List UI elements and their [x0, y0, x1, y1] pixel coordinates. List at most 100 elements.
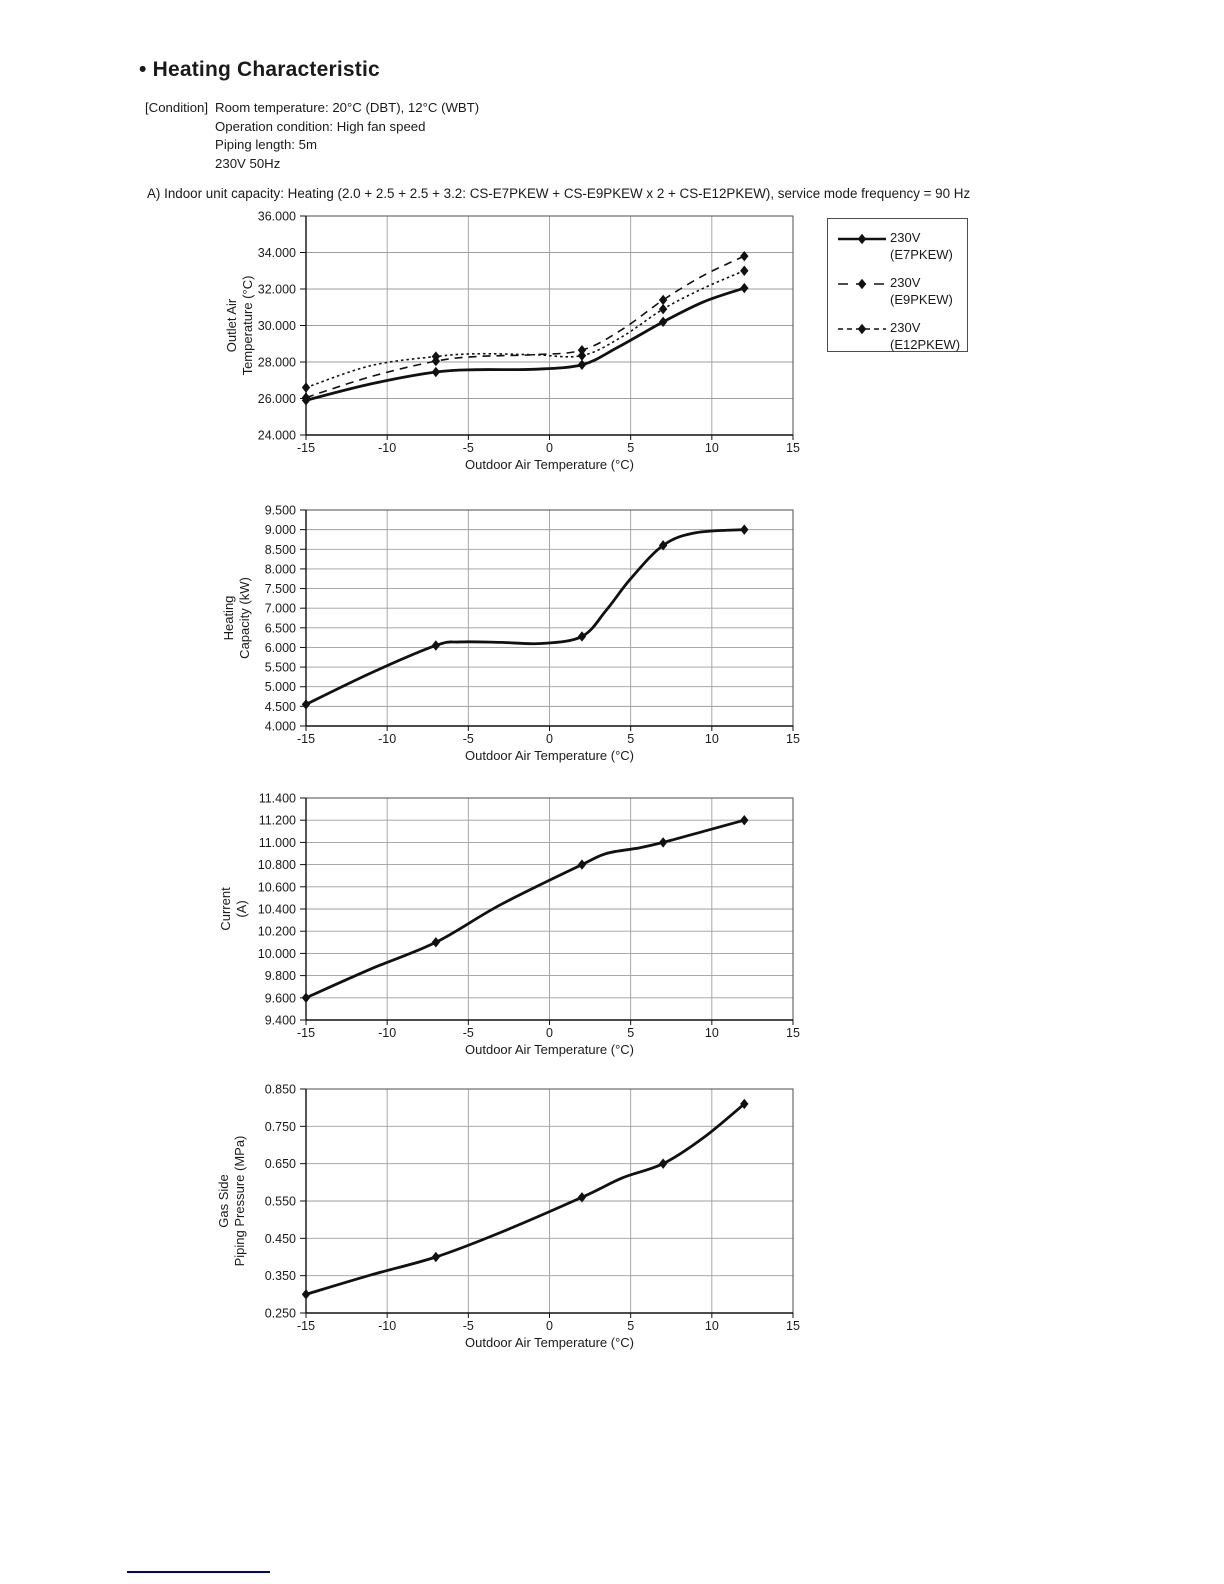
condition-lines: Room temperature: 20°C (DBT), 12°C (WBT)…	[215, 99, 479, 173]
svg-text:5: 5	[627, 441, 634, 455]
svg-text:10.800: 10.800	[258, 858, 296, 872]
svg-text:5: 5	[627, 1319, 634, 1333]
svg-text:6.000: 6.000	[265, 641, 296, 655]
condition-line-room-temperature: Room temperature: 20°C (DBT), 12°C (WBT)	[215, 100, 480, 115]
svg-text:15: 15	[786, 732, 800, 746]
svg-text:10: 10	[705, 1319, 719, 1333]
svg-text:0.350: 0.350	[265, 1269, 296, 1283]
legend-entry-e9pkew: 230V (E9PKEW)	[837, 274, 967, 308]
page-title: • Heating Characteristic	[139, 58, 380, 81]
svg-text:34.000: 34.000	[258, 246, 296, 260]
grid-lines	[305, 797, 794, 1021]
section-a-heading: A) Indoor unit capacity: Heating (2.0 + …	[147, 186, 971, 201]
x-tick-labels: -15 -10 -5 0 5 10 15	[297, 732, 800, 746]
svg-text:-15: -15	[297, 1319, 315, 1333]
legend-line-sample-long-dash-icon	[838, 278, 886, 290]
tick-marks	[300, 1088, 794, 1318]
series-line-3	[305, 270, 745, 389]
svg-text:11.400: 11.400	[259, 792, 296, 806]
svg-text:10: 10	[705, 441, 719, 455]
condition-label: [Condition]	[145, 100, 209, 115]
footer-rule	[127, 1571, 270, 1573]
svg-text:0.250: 0.250	[265, 1307, 296, 1321]
series-markers-2	[301, 250, 749, 403]
condition-block: [Condition] Room temperature: 20°C (DBT)…	[145, 99, 479, 173]
svg-text:15: 15	[786, 441, 800, 455]
y-tick-labels: 24.000 26.000 28.000 30.000 32.000 34.000 36.0…	[258, 210, 296, 443]
svg-text:11.000: 11.000	[259, 836, 296, 850]
svg-text:0.550: 0.550	[265, 1195, 296, 1209]
series-line-2	[305, 255, 745, 399]
svg-text:-10: -10	[378, 1026, 396, 1040]
tick-marks	[300, 509, 794, 731]
svg-text:0.650: 0.650	[265, 1157, 296, 1171]
svg-text:-15: -15	[297, 1026, 315, 1040]
y-axis-title-line-1: Gas Side	[216, 1174, 231, 1227]
grid-lines	[305, 509, 794, 727]
svg-text:4.500: 4.500	[265, 700, 296, 714]
svg-text:9.800: 9.800	[265, 969, 296, 983]
svg-text:-10: -10	[378, 441, 396, 455]
condition-line-voltage: 230V 50Hz	[215, 155, 281, 171]
chart-1: 24.000 26.000 28.000 30.000 32.000 34.000 36.0…	[224, 210, 800, 473]
svg-text:15: 15	[786, 1026, 800, 1040]
svg-text:7.000: 7.000	[265, 602, 296, 616]
svg-text:0.750: 0.750	[265, 1120, 296, 1134]
svg-text:9.600: 9.600	[265, 991, 296, 1005]
x-axis-title: Outdoor Air Temperature (°C)	[465, 748, 634, 763]
x-axis-title: Outdoor Air Temperature (°C)	[465, 1042, 634, 1057]
svg-text:-10: -10	[378, 732, 396, 746]
svg-text:28.000: 28.000	[258, 356, 296, 370]
y-axis-title-line-2: Temperature (°C)	[240, 276, 255, 376]
svg-text:15: 15	[786, 1319, 800, 1333]
y-axis-title-line-2: (A)	[234, 900, 249, 917]
svg-text:32.000: 32.000	[258, 283, 296, 297]
svg-text:-15: -15	[297, 732, 315, 746]
svg-text:8.500: 8.500	[265, 543, 296, 557]
svg-text:10.600: 10.600	[258, 880, 296, 894]
svg-text:-5: -5	[463, 441, 474, 455]
series-line-1	[305, 1102, 746, 1296]
svg-text:10.000: 10.000	[258, 947, 296, 961]
svg-text:10: 10	[705, 732, 719, 746]
x-tick-labels: -15 -10 -5 0 5 10 15	[297, 1026, 800, 1040]
x-tick-labels: -15 -10 -5 0 5 10 15	[297, 1319, 800, 1333]
y-axis-title-line-2: Capacity (kW)	[237, 577, 252, 659]
svg-text:36.000: 36.000	[258, 210, 296, 224]
svg-text:-5: -5	[463, 1319, 474, 1333]
legend-line-sample-short-dash-icon	[838, 323, 886, 335]
x-axis-title: Outdoor Air Temperature (°C)	[465, 1335, 634, 1350]
chart-legend: 230V (E7PKEW) 230V (E9PKEW) 230V (E12PKE…	[827, 218, 968, 352]
x-axis-title: Outdoor Air Temperature (°C)	[465, 457, 634, 472]
svg-text:10.400: 10.400	[258, 903, 296, 917]
svg-text:24.000: 24.000	[258, 429, 296, 443]
svg-text:30.000: 30.000	[258, 319, 296, 333]
legend-entry-e7pkew: 230V (E7PKEW)	[837, 229, 967, 263]
svg-text:9.000: 9.000	[265, 523, 296, 537]
svg-text:9.400: 9.400	[265, 1014, 296, 1028]
chart-3: 9.400 9.600 9.800 10.000 10.200 10.400 10.600 1…	[218, 792, 800, 1058]
svg-text:-5: -5	[463, 1026, 474, 1040]
y-tick-labels: 9.400 9.600 9.800 10.000 10.200 10.400 10.600 1…	[258, 792, 296, 1028]
legend-entry-e12pkew: 230V (E12PKEW)	[837, 319, 967, 353]
tick-marks	[300, 797, 794, 1025]
svg-text:5.000: 5.000	[265, 680, 296, 694]
series-line-1	[305, 818, 745, 1000]
grid-lines	[305, 215, 794, 436]
series-line-1	[305, 286, 745, 402]
series-markers-1	[301, 282, 749, 406]
y-axis-title-line-1: Outlet Air	[224, 298, 239, 352]
series-markers-1	[301, 815, 749, 1003]
svg-text:11.200: 11.200	[259, 814, 296, 828]
y-axis-title-line-2: Piping Pressure (MPa)	[232, 1136, 247, 1267]
series-line-1	[305, 528, 745, 706]
svg-text:26.000: 26.000	[258, 392, 296, 406]
svg-text:-5: -5	[463, 732, 474, 746]
svg-text:0: 0	[546, 1319, 553, 1333]
svg-text:5: 5	[627, 732, 634, 746]
condition-line-piping-length: Piping length: 5m	[215, 137, 317, 152]
svg-text:0: 0	[546, 1026, 553, 1040]
